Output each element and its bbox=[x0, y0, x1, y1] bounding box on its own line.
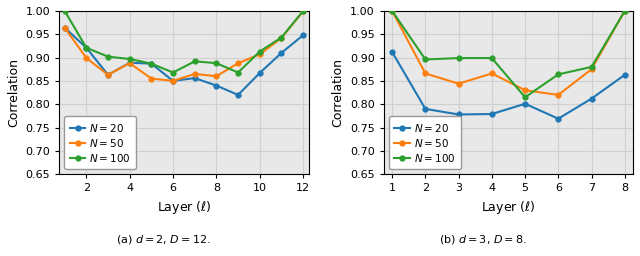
Line: $N = 100$: $N = 100$ bbox=[390, 8, 627, 100]
$N = 50$ bbox=[521, 89, 529, 92]
$N = 100$ bbox=[621, 9, 628, 13]
$N = 20$ bbox=[488, 112, 495, 115]
$N = 50$ bbox=[191, 72, 198, 76]
$N = 20$ bbox=[256, 71, 264, 74]
X-axis label: Layer ($\ell$): Layer ($\ell$) bbox=[481, 199, 536, 216]
$N = 20$ bbox=[61, 26, 68, 29]
$N = 50$ bbox=[278, 36, 285, 39]
$N = 50$ bbox=[488, 72, 495, 75]
Line: $N = 20$: $N = 20$ bbox=[390, 50, 627, 121]
$N = 100$ bbox=[61, 9, 68, 13]
$N = 20$ bbox=[234, 93, 242, 97]
$N = 50$ bbox=[148, 77, 156, 80]
$N = 100$ bbox=[126, 57, 134, 60]
$N = 100$ bbox=[588, 65, 595, 68]
$N = 100$ bbox=[300, 9, 307, 13]
Legend: $N = 20$, $N = 50$, $N = 100$: $N = 20$, $N = 50$, $N = 100$ bbox=[389, 116, 461, 169]
$N = 100$ bbox=[148, 62, 156, 65]
$N = 50$ bbox=[126, 62, 134, 65]
$N = 50$ bbox=[621, 9, 628, 13]
$N = 20$ bbox=[191, 77, 198, 80]
Line: $N = 50$: $N = 50$ bbox=[62, 9, 305, 83]
$N = 20$ bbox=[83, 46, 90, 49]
$N = 100$ bbox=[521, 96, 529, 99]
X-axis label: Layer ($\ell$): Layer ($\ell$) bbox=[157, 199, 211, 216]
$N = 100$ bbox=[234, 71, 242, 74]
$N = 50$ bbox=[588, 68, 595, 71]
$N = 50$ bbox=[256, 53, 264, 56]
$N = 100$ bbox=[455, 57, 463, 60]
$N = 100$ bbox=[83, 46, 90, 49]
Line: $N = 100$: $N = 100$ bbox=[62, 8, 305, 75]
$N = 20$ bbox=[621, 73, 628, 76]
$N = 20$ bbox=[148, 62, 156, 65]
$N = 100$ bbox=[422, 58, 429, 61]
$N = 50$ bbox=[388, 9, 396, 13]
Line: $N = 50$: $N = 50$ bbox=[390, 8, 627, 97]
$N = 100$ bbox=[191, 60, 198, 63]
$N = 20$ bbox=[104, 73, 112, 76]
$N = 100$ bbox=[278, 36, 285, 39]
$N = 50$ bbox=[300, 10, 307, 13]
$N = 50$ bbox=[455, 82, 463, 85]
$N = 100$ bbox=[212, 62, 220, 65]
$N = 20$ bbox=[554, 117, 562, 120]
$N = 20$ bbox=[126, 61, 134, 64]
$N = 20$ bbox=[455, 113, 463, 116]
$N = 100$ bbox=[169, 71, 177, 74]
$N = 50$ bbox=[61, 26, 68, 29]
$N = 50$ bbox=[234, 62, 242, 65]
$N = 100$ bbox=[554, 73, 562, 76]
Line: $N = 20$: $N = 20$ bbox=[62, 25, 305, 97]
$N = 20$ bbox=[300, 34, 307, 37]
$N = 20$ bbox=[169, 79, 177, 82]
$N = 100$ bbox=[256, 50, 264, 53]
$N = 50$ bbox=[83, 57, 90, 60]
$N = 50$ bbox=[422, 72, 429, 75]
$N = 50$ bbox=[212, 75, 220, 78]
Text: (a) $d = 2$, $D = 12$.: (a) $d = 2$, $D = 12$. bbox=[116, 233, 211, 246]
Y-axis label: Correlation: Correlation bbox=[332, 58, 344, 127]
$N = 20$ bbox=[278, 51, 285, 55]
$N = 20$ bbox=[388, 50, 396, 54]
$N = 100$ bbox=[488, 57, 495, 60]
$N = 20$ bbox=[212, 84, 220, 87]
$N = 100$ bbox=[104, 55, 112, 58]
$N = 20$ bbox=[422, 107, 429, 110]
Y-axis label: Correlation: Correlation bbox=[7, 58, 20, 127]
$N = 100$ bbox=[388, 9, 396, 13]
$N = 50$ bbox=[104, 73, 112, 76]
Text: (b) $d = 3$, $D = 8$.: (b) $d = 3$, $D = 8$. bbox=[439, 233, 527, 246]
$N = 50$ bbox=[554, 93, 562, 97]
Legend: $N = 20$, $N = 50$, $N = 100$: $N = 20$, $N = 50$, $N = 100$ bbox=[65, 116, 136, 169]
$N = 20$ bbox=[588, 97, 595, 100]
$N = 50$ bbox=[169, 79, 177, 82]
$N = 20$ bbox=[521, 102, 529, 105]
